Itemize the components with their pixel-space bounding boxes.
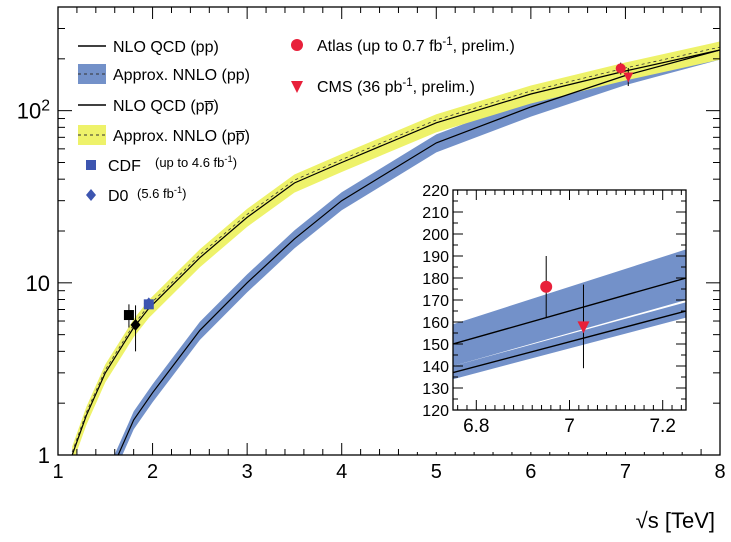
x-tick-label-5: 5 (431, 461, 442, 483)
legend-marker-d0 (86, 189, 96, 201)
legend-label-approx-nnlo-pp: Approx. NNLO (pp) (113, 67, 250, 84)
x-axis-title: √s [TeV] (636, 508, 715, 533)
y-tick-label: 10 (26, 271, 50, 296)
main-point-black-diamond (130, 318, 141, 331)
inset-x-tick-label-6.8: 6.8 (463, 416, 489, 437)
inset-y-tick-label-200: 200 (422, 227, 449, 244)
inset-y-tick-label-140: 140 (422, 359, 449, 376)
inset-x-tick-label-7: 7 (564, 416, 575, 437)
main-point-black-square (123, 310, 134, 321)
legend-note-cdf: (up to 4.6 fb-1) (155, 154, 237, 170)
legend-label-nlo-qcd-pp: NLO QCD (pp) (113, 39, 219, 56)
inset-x-tick-label-7.2: 7.2 (649, 416, 675, 437)
legend-label-cdf: CDF (108, 158, 141, 175)
legend-note-d0: (5.6 fb-1) (137, 185, 187, 201)
inset-y-tick-label-210: 210 (422, 205, 449, 222)
legend-label-nlo-qcd-ppbar: NLO QCD (pp̅) (113, 98, 219, 115)
inset-y-tick-label-120: 120 (422, 403, 449, 420)
line-approx-nnlo-ppbar (71, 46, 720, 453)
main-point-d0 (143, 297, 154, 310)
x-tick-label-2: 2 (147, 461, 158, 483)
inset-point-atlas (540, 280, 553, 293)
x-tick-label-3: 3 (242, 461, 253, 483)
x-tick-label-4: 4 (336, 461, 347, 483)
legend-marker-cdf (86, 160, 96, 170)
line-nlo-qcd-pp (117, 49, 720, 455)
plot-area (71, 41, 720, 455)
inset-y-tick-label-130: 130 (422, 381, 449, 398)
x-tick-label-1: 1 (52, 461, 63, 483)
inset-y-tick-label-150: 150 (422, 337, 449, 354)
inset-line-lower (453, 310, 686, 374)
legend-marker-cms (291, 81, 303, 93)
legend-label-approx-nnlo-ppbar: Approx. NNLO (pp̅) (113, 128, 250, 145)
main-point-atlas (615, 63, 626, 74)
inset-band-lower (453, 302, 686, 380)
y-tick-label: 102 (17, 97, 50, 124)
inset-band-upper (453, 249, 686, 366)
inset-y-tick-label-220: 220 (422, 183, 449, 200)
legend-marker-atlas (291, 39, 303, 51)
inset-point-cms (577, 321, 590, 334)
inset-y-tick-label-170: 170 (422, 293, 449, 310)
inset-line-upper (453, 277, 686, 345)
x-tick-label-6: 6 (525, 461, 536, 483)
inset-y-tick-label-190: 190 (422, 249, 449, 266)
band-approx-nnlo-ppbar (72, 41, 720, 455)
inset-y-tick-label-160: 160 (422, 315, 449, 332)
inset-y-tick-label-180: 180 (422, 271, 449, 288)
legend-label-cms: CMS (36 pb-1, prelim.) (317, 77, 475, 96)
line-nlo-qcd-ppbar (71, 49, 720, 455)
legend-label-d0: D0 (108, 188, 129, 205)
main-point-cms (623, 72, 634, 83)
x-tick-label-8: 8 (714, 461, 725, 483)
y-tick-label: 1 (38, 443, 50, 468)
inset-plot-area (453, 249, 686, 380)
x-tick-label-7: 7 (620, 461, 631, 483)
legend-label-atlas: Atlas (up to 0.7 fb-1, prelim.) (317, 36, 515, 55)
